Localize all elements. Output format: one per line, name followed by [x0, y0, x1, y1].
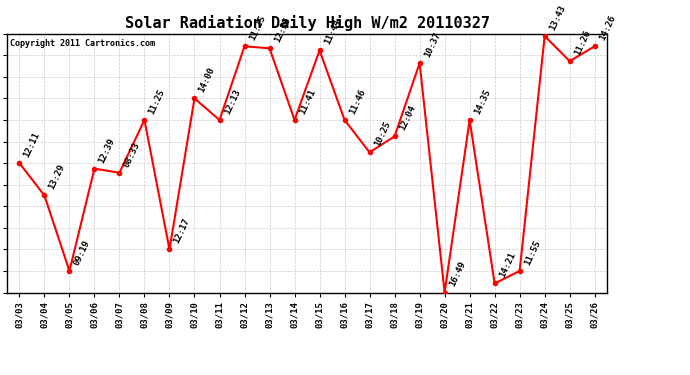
Text: 12:39: 12:39	[97, 136, 117, 165]
Text: 14:21: 14:21	[497, 251, 517, 279]
Text: 12:11: 12:11	[22, 131, 41, 159]
Text: 14:00: 14:00	[197, 66, 217, 94]
Text: 14:35: 14:35	[473, 88, 492, 116]
Text: 11:26: 11:26	[573, 29, 592, 57]
Text: 11:41: 11:41	[297, 88, 317, 116]
Title: Solar Radiation Daily High W/m2 20110327: Solar Radiation Daily High W/m2 20110327	[125, 15, 489, 31]
Text: 14:26: 14:26	[598, 14, 617, 42]
Text: 13:29: 13:29	[47, 163, 67, 191]
Text: 10:25: 10:25	[373, 120, 392, 148]
Text: Copyright 2011 Cartronics.com: Copyright 2011 Cartronics.com	[10, 39, 155, 48]
Text: 12:13: 12:13	[222, 88, 242, 116]
Text: 11:25: 11:25	[247, 14, 267, 42]
Text: 11:46: 11:46	[347, 88, 367, 116]
Text: 10:37: 10:37	[422, 31, 442, 59]
Text: 08:33: 08:33	[122, 140, 141, 169]
Text: 13:43: 13:43	[547, 4, 567, 32]
Text: 12:55: 12:55	[273, 16, 292, 44]
Text: 12:17: 12:17	[172, 217, 192, 245]
Text: 11:44: 11:44	[322, 18, 342, 46]
Text: 16:49: 16:49	[447, 260, 467, 288]
Text: 12:04: 12:04	[397, 104, 417, 132]
Text: 09:19: 09:19	[72, 238, 92, 267]
Text: 11:25: 11:25	[147, 88, 167, 116]
Text: 11:55: 11:55	[522, 238, 542, 267]
